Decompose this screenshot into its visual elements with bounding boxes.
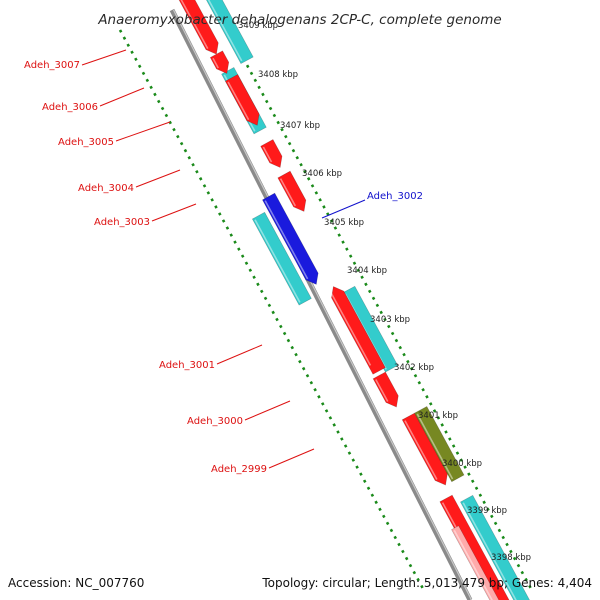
gene-lower-pink-sheen <box>453 530 493 600</box>
kbp-tick-label: 3399 kbp <box>467 506 507 516</box>
kbp-tick-label: 3406 kbp <box>302 169 342 179</box>
kbp-tick-label: 3407 kbp <box>280 121 320 131</box>
gene-adeh-3003-arrow-sheen <box>279 178 297 207</box>
backbone-strand <box>169 8 473 600</box>
gene-label: Adeh_3000 <box>187 416 243 427</box>
gene-leader-line <box>216 344 263 365</box>
gene-labels: Adeh_3007 Adeh_3006 Adeh_3005 Adeh_3004 Adeh… <box>24 49 423 475</box>
kbp-tick-label: 3405 kbp <box>324 218 364 228</box>
kbp-tick-label: 3401 kbp <box>418 411 458 421</box>
left-dot-line <box>118 29 427 594</box>
gene-adeh-3005-arrow-sheen <box>227 81 250 121</box>
kbp-tick-label: 3404 kbp <box>347 266 387 276</box>
gene-label: Adeh_3002 <box>367 191 423 202</box>
kbp-tick-label: 3403 kbp <box>370 315 410 325</box>
kbp-tick-label: 3398 kbp <box>491 553 531 563</box>
gene-adeh-3007-arrow-sheen <box>180 0 209 50</box>
gene-adeh-3007-arrow <box>178 0 219 55</box>
gene-features <box>178 0 530 600</box>
gene-label: Adeh_3005 <box>58 137 114 148</box>
gene-adeh-3003-arrow <box>277 170 307 212</box>
gene-leader-line <box>268 448 315 469</box>
gene-leader-line <box>115 121 171 142</box>
gene-adeh-3002-arrow-sheen <box>264 200 309 280</box>
gene-label: Adeh_2999 <box>211 464 267 475</box>
gene-adeh-3004-arrow-sheen <box>262 146 273 163</box>
genome-summary-text: Topology: circular; Length: 5,013,479 bp… <box>261 576 592 590</box>
backbone-highlight <box>172 9 473 600</box>
gene-leader-line <box>321 199 366 219</box>
gene-leader-line <box>151 203 197 222</box>
gene-leader-line <box>135 169 181 188</box>
kbp-tick-label: 3409 kbp <box>238 21 278 31</box>
gene-adeh-3005-arrow <box>224 74 260 126</box>
gene-leader-line <box>81 49 127 66</box>
gene-adeh-2999-cds <box>414 406 465 483</box>
kbp-tick-label: 3400 kbp <box>442 459 482 469</box>
gene-leader-line <box>99 87 145 107</box>
gene-label: Adeh_3006 <box>42 102 98 113</box>
kbp-scale: 3409 kbp 3408 kbp 3407 kbp 3406 kbp 3405 kbp… <box>238 21 531 563</box>
gene-label: Adeh_3003 <box>94 217 150 228</box>
map-title: Anaeromyxobacter dehalogenans 2CP-C, com… <box>97 12 501 28</box>
gene-adeh-3000b-arrow <box>401 412 448 486</box>
gene-adeh-3000b-arrow-sheen <box>404 420 438 480</box>
gene-adeh-3002-cyan <box>251 211 312 306</box>
gene-adeh-3006-arrow-sheen <box>212 57 219 69</box>
gene-label: Adeh_3004 <box>78 183 134 194</box>
gene-lower-cyan-sheen <box>462 502 517 600</box>
gene-adeh-3001-arrow-sheen <box>329 290 372 366</box>
gene-adeh-3002-arrow <box>262 192 319 285</box>
gene-adeh-3000-arrow <box>372 371 399 408</box>
gene-label: Adeh_3007 <box>24 60 80 71</box>
gene-adeh-3007-cds-sheen <box>207 0 243 62</box>
gene-adeh-3007-cds <box>206 0 254 65</box>
gene-adeh-3001-arrow <box>331 286 386 375</box>
gene-lower-cyan <box>460 494 530 600</box>
gene-adeh-2999-cds-sheen <box>416 413 454 480</box>
kbp-tick-label: 3408 kbp <box>258 70 298 80</box>
accession-text: Accession: NC_007760 <box>8 576 144 590</box>
gene-adeh-3006-arrow <box>209 50 230 74</box>
gene-leader-line <box>244 400 291 421</box>
gene-adeh-3004-arrow <box>260 139 283 168</box>
right-dot-line <box>226 29 535 594</box>
gene-adeh-3000-arrow-sheen <box>375 379 389 402</box>
kbp-tick-label: 3402 kbp <box>394 363 434 373</box>
tick-dot-lines <box>118 29 535 594</box>
gene-adeh-3002-cyan-sheen <box>254 219 301 303</box>
backbone-line <box>169 8 473 600</box>
gene-label: Adeh_3001 <box>159 360 215 371</box>
gene-lower-pink <box>451 525 500 600</box>
